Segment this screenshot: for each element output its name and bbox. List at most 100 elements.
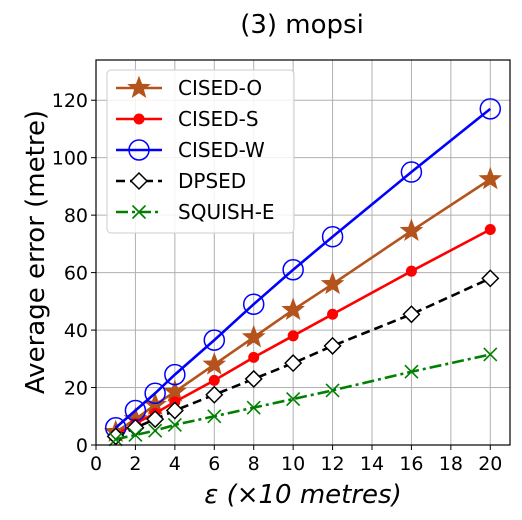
x-marker-stroke	[246, 400, 261, 415]
chart-title: (3) mopsi	[240, 10, 364, 40]
series-squish-e	[108, 347, 498, 447]
data-point-squish-e	[246, 400, 261, 415]
y-tick-label: 20	[64, 378, 88, 400]
data-point-dpsed	[402, 305, 421, 324]
x-marker-stroke	[128, 427, 143, 443]
data-point-cised-w	[321, 225, 344, 248]
y-tick-label: 100	[52, 148, 88, 170]
legend-label: DPSED	[178, 169, 246, 193]
y-tick-label: 0	[76, 435, 88, 457]
legend-marker	[133, 113, 145, 125]
data-point-cised-w	[479, 98, 502, 120]
data-point-squish-e	[128, 427, 143, 443]
x-tick-label: 2	[129, 453, 141, 475]
data-point-cised-w	[203, 329, 226, 351]
series-line-dpsed	[115, 277, 491, 438]
x-tick-label: 18	[439, 453, 463, 475]
data-point-cised-w	[164, 363, 186, 386]
x-marker-stroke	[404, 364, 419, 379]
data-point-squish-e	[167, 417, 182, 432]
x-tick-label: 16	[399, 453, 423, 475]
series-line-cised-w	[114, 107, 492, 429]
x-marker-stroke	[207, 409, 222, 424]
legend-entry-cised-s: CISED-S	[116, 107, 259, 131]
x-tick-label: 4	[169, 453, 181, 475]
data-point-dpsed	[165, 401, 184, 420]
data-point-dpsed	[244, 369, 263, 388]
data-point-cised-w	[400, 161, 423, 183]
legend-label: CISED-O	[178, 76, 262, 100]
data-point-cised-s	[405, 265, 417, 277]
x-tick-label: 10	[281, 453, 305, 475]
data-point-cised-s	[287, 330, 299, 342]
data-point-squish-e	[286, 391, 301, 407]
legend-entry-cised-w: CISED-W	[116, 138, 265, 162]
x-marker-stroke	[148, 423, 163, 438]
data-point-squish-e	[108, 432, 123, 447]
x-marker-stroke	[167, 417, 182, 432]
data-point-cised-o	[399, 218, 424, 242]
x-tick-label: 20	[478, 453, 502, 475]
data-point-cised-s	[327, 308, 339, 320]
series-dpsed	[106, 269, 500, 446]
legend-marker	[131, 204, 147, 220]
series-cised-s	[110, 224, 496, 441]
y-tick-label: 60	[64, 263, 88, 285]
x-tick-label: 14	[360, 453, 384, 475]
legend-marker	[127, 75, 151, 99]
data-point-squish-e	[207, 409, 222, 424]
x-marker-stroke	[108, 432, 123, 447]
data-point-cised-w	[144, 382, 166, 405]
legend-entry-squish-e: SQUISH-E	[116, 200, 275, 224]
data-point-squish-e	[148, 423, 163, 438]
data-point-squish-e	[483, 347, 498, 362]
legend-entry-cised-o: CISED-O	[116, 75, 262, 100]
data-point-dpsed	[205, 385, 224, 404]
data-point-squish-e	[325, 383, 340, 398]
data-point-cised-o	[478, 166, 503, 190]
y-tick-label: 40	[64, 320, 88, 342]
data-point-cised-s	[208, 374, 220, 386]
data-point-cised-w	[282, 258, 304, 281]
data-point-cised-w	[242, 293, 265, 315]
series-line-squish-e	[115, 353, 491, 441]
x-axis-label: ε (×10 metres)	[204, 480, 402, 510]
series-layer	[103, 98, 503, 447]
data-point-squish-e	[404, 364, 419, 379]
x-tick-label: 6	[208, 453, 220, 475]
data-point-dpsed	[481, 269, 500, 288]
legend-entry-dpsed: DPSED	[116, 169, 246, 193]
data-point-dpsed	[323, 336, 342, 355]
legend-marker	[129, 171, 149, 191]
data-point-cised-o	[241, 324, 266, 348]
series-cised-w	[104, 98, 502, 439]
x-marker-stroke	[286, 391, 301, 407]
data-point-dpsed	[146, 410, 165, 429]
x-tick-label: 8	[248, 453, 260, 475]
y-tick-label: 80	[64, 205, 88, 227]
data-point-cised-o	[202, 352, 227, 375]
data-point-dpsed	[284, 354, 303, 373]
legend: CISED-O CISED-S CISED-W DPSED SQUISH-E	[106, 69, 295, 234]
legend-marker	[128, 139, 150, 161]
data-point-cised-s	[484, 224, 496, 236]
data-point-cised-o	[281, 297, 305, 321]
legend-label: SQUISH-E	[178, 200, 275, 224]
legend-box	[106, 69, 295, 234]
x-tick-label: 0	[90, 453, 102, 475]
plot-frame	[95, 59, 511, 446]
tick-layer: 0 2 4 6 8 10 12 14 16 18 20 0 20 40 60 80 100 120	[52, 90, 503, 475]
x-marker-stroke	[131, 204, 147, 220]
y-tick-label: 120	[52, 90, 88, 112]
data-point-cised-o	[320, 271, 345, 295]
legend-label: CISED-W	[178, 138, 265, 162]
x-marker-stroke	[483, 347, 498, 362]
x-tick-label: 12	[320, 453, 344, 475]
y-axis-label: Average error (metre)	[21, 110, 51, 394]
data-point-cised-s	[248, 351, 260, 363]
x-marker-stroke	[325, 383, 340, 398]
legend-label: CISED-S	[178, 107, 259, 131]
series-line-cised-s	[115, 228, 491, 437]
